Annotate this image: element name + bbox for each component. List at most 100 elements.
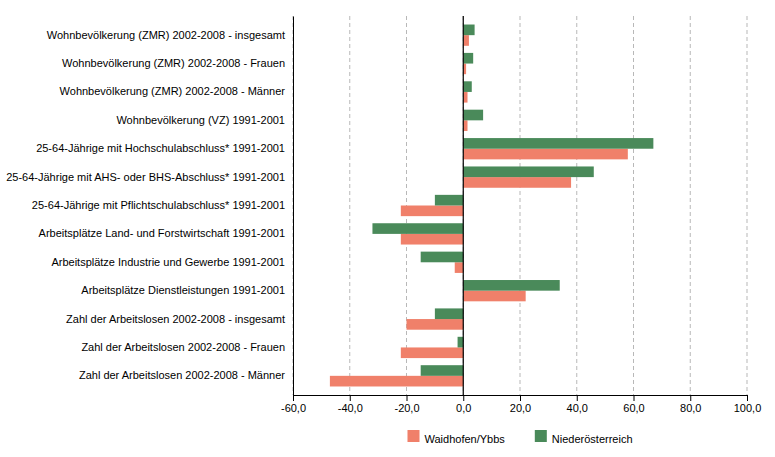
tick-label: 60,0 <box>623 402 644 414</box>
bar <box>463 138 653 149</box>
legend: Waidhofen/Ybbs Niederösterreich <box>407 430 632 445</box>
tick-mark <box>747 395 748 401</box>
grid-line <box>463 16 464 395</box>
bar <box>463 35 469 46</box>
tick-label: 25-64-Jährige mit Pflichtschulabschluss*… <box>32 199 285 211</box>
bar <box>463 25 474 36</box>
tick-label: Wohnbevölkerung (VZ) 1991-2001 <box>116 114 285 126</box>
tick: Zahl der Arbeitslosen 2002-2008 - Männer <box>79 369 285 381</box>
bar <box>421 252 464 263</box>
bar <box>435 308 463 319</box>
tick-label: 80,0 <box>680 402 701 414</box>
bar <box>463 92 467 103</box>
bar <box>463 166 594 177</box>
tick-label: Wohnbevölkerung (ZMR) 2002-2008 - Frauen <box>62 57 285 69</box>
tick: 25-64-Jährige mit Hochschulabschluss* 19… <box>36 142 285 154</box>
tick: 60,0 <box>623 395 644 414</box>
grid-line <box>520 16 521 395</box>
bar <box>463 81 472 92</box>
bar <box>330 376 463 387</box>
tick-label: Arbeitsplätze Industrie und Gewerbe 1991… <box>51 256 285 268</box>
legend-item: Waidhofen/Ybbs <box>407 430 505 445</box>
tick-label: Arbeitsplätze Land- und Forstwirtschaft … <box>39 227 285 239</box>
tick-mark <box>634 395 635 401</box>
bar <box>401 206 463 217</box>
tick: 100,0 <box>734 395 762 414</box>
legend-label: Niederösterreich <box>552 433 633 445</box>
bar-series <box>372 25 653 376</box>
plot: -60,0 -40,0 -20,0 0,0 20,0 40,0 60,0 80,0 100,0 W… <box>6 16 761 414</box>
tick-label: 40,0 <box>567 402 588 414</box>
tick-label: Zahl der Arbeitslosen 2002-2008 - Frauen <box>81 341 285 353</box>
chart: -60,0 -40,0 -20,0 0,0 20,0 40,0 60,0 80,0 100,0 W… <box>0 0 775 457</box>
bar <box>458 337 464 348</box>
tick-label: Zahl der Arbeitslosen 2002-2008 - insges… <box>66 313 285 325</box>
tick-mark <box>520 395 521 401</box>
tick-label: 0,0 <box>456 402 471 414</box>
bar <box>463 120 467 131</box>
tick-mark <box>577 395 578 401</box>
tick-mark <box>350 395 351 401</box>
tick-mark <box>690 395 691 401</box>
tick-label: Zahl der Arbeitslosen 2002-2008 - Männer <box>79 369 285 381</box>
x-axis: -60,0 -40,0 -20,0 0,0 20,0 40,0 60,0 80,0 100,0 <box>281 395 761 414</box>
tick-mark <box>407 395 408 401</box>
bar <box>421 365 464 376</box>
grid-line <box>633 16 634 395</box>
bar <box>401 347 463 358</box>
tick-label: Arbeitsplätze Dienstleistungen 1991-2001 <box>81 284 285 296</box>
tick-mark <box>293 395 294 401</box>
axis-line <box>293 17 294 396</box>
bar <box>463 280 559 291</box>
bar <box>463 291 525 302</box>
tick-label: 100,0 <box>734 402 762 414</box>
tick: Arbeitsplätze Land- und Forstwirtschaft … <box>39 227 285 239</box>
tick-label: -60,0 <box>281 402 306 414</box>
tick-label: 25-64-Jährige mit AHS- oder BHS-Abschlus… <box>6 171 285 183</box>
legend-label: Waidhofen/Ybbs <box>424 433 505 445</box>
legend-item: Niederösterreich <box>535 430 633 445</box>
tick: Zahl der Arbeitslosen 2002-2008 - Frauen <box>81 341 285 353</box>
bar <box>455 262 464 273</box>
grid-line <box>349 16 350 395</box>
tick: 0,0 <box>456 395 471 414</box>
grid-line <box>293 16 294 395</box>
tick-mark <box>463 395 464 401</box>
grid-line <box>576 16 577 395</box>
grid-line <box>690 16 691 395</box>
tick: 80,0 <box>680 395 701 414</box>
tick: 25-64-Jährige mit Pflichtschulabschluss*… <box>32 199 285 211</box>
tick: 25-64-Jährige mit AHS- oder BHS-Abschlus… <box>6 171 285 183</box>
tick: -40,0 <box>338 395 363 414</box>
y-axis: Wohnbevölkerung (ZMR) 2002-2008 - insges… <box>6 17 293 396</box>
tick-label: -40,0 <box>338 402 363 414</box>
bar <box>372 223 463 234</box>
tick-label: Wohnbevölkerung (ZMR) 2002-2008 - insges… <box>47 29 285 41</box>
tick-label: 25-64-Jährige mit Hochschulabschluss* 19… <box>36 142 285 154</box>
legend-swatch <box>535 430 547 442</box>
bar-series <box>330 35 628 386</box>
tick: -60,0 <box>281 395 306 414</box>
tick: 20,0 <box>510 395 531 414</box>
bars <box>330 25 653 387</box>
legend-swatch <box>407 430 419 442</box>
tick: Wohnbevölkerung (ZMR) 2002-2008 - Frauen <box>62 57 285 69</box>
grid <box>293 16 747 395</box>
tick: Arbeitsplätze Industrie und Gewerbe 1991… <box>51 256 285 268</box>
bar <box>463 53 473 64</box>
bar <box>407 319 464 330</box>
tick: Wohnbevölkerung (ZMR) 2002-2008 - insges… <box>47 29 285 41</box>
bar <box>463 149 628 160</box>
tick: Arbeitsplätze Dienstleistungen 1991-2001 <box>81 284 285 296</box>
tick: Zahl der Arbeitslosen 2002-2008 - insges… <box>66 313 285 325</box>
tick: 40,0 <box>567 395 588 414</box>
tick: -20,0 <box>394 395 419 414</box>
tick: Wohnbevölkerung (ZMR) 2002-2008 - Männer <box>60 85 286 97</box>
bar <box>435 195 463 206</box>
axis-line <box>294 396 748 402</box>
bar <box>463 110 483 121</box>
zero-line <box>463 16 464 395</box>
tick-label: Wohnbevölkerung (ZMR) 2002-2008 - Männer <box>60 85 286 97</box>
bar <box>463 177 571 188</box>
tick-label: -20,0 <box>394 402 419 414</box>
